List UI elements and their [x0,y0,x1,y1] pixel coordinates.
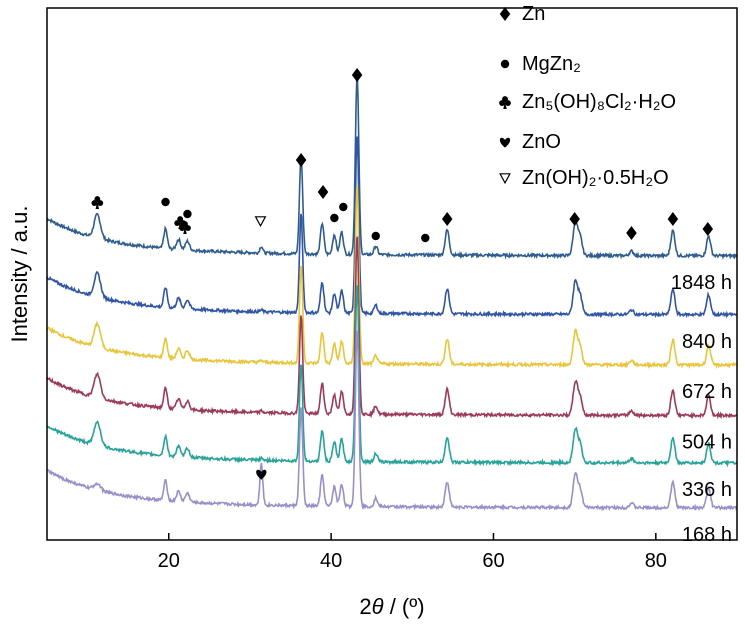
circle-symbol [161,197,170,207]
x-tick-label: 40 [320,550,342,572]
series-line-4 [46,284,738,468]
heart-symbol [256,469,267,480]
club-symbol [179,221,191,234]
legend-label: Zn(OH)₂·0.5H₂O [522,167,669,189]
diamond-symbol [569,212,580,226]
series-line-3 [46,236,737,420]
legend-label: ZnO [522,131,561,153]
series-group [46,76,738,512]
diamond-symbol [295,153,307,167]
y-axis-title: Intensity / a.u. [7,206,32,343]
club-symbol [499,96,511,109]
triangle-down-open-symbol [499,173,511,185]
x-axis-title: 2θ / (º) [359,594,424,619]
heart-symbol [499,137,511,148]
x-tick-label: 20 [158,550,180,572]
legend-label: MgZn₂ [522,53,581,75]
diamond-symbol [626,226,637,240]
series-line-0 [46,76,738,260]
club-symbol [91,196,104,209]
triangle-down-open-symbol [254,216,267,228]
circle-symbol [339,202,348,212]
plot-frame [46,7,738,541]
series-label: 840 h [682,331,732,353]
series-line-1 [46,136,738,319]
legend-label: Zn [522,3,545,25]
series-label: 336 h [682,479,732,501]
circle-symbol [371,231,380,241]
diamond-symbol [499,7,511,21]
circle-symbol [500,59,510,69]
legend: Zn MgZn₂ Zn₅(OH)₈Cl₂·H₂O ZnO Zn(OH)₂·0.5H₂O [499,3,676,189]
series-label-group: 1848 h 840 h 672 h 504 h 336 h 168 h [671,272,732,546]
circle-symbol [330,213,339,223]
diamond-symbol [317,185,329,199]
x-axis-title-prefix: 2 [359,594,371,619]
circle-symbol [421,233,430,243]
series-label: 168 h [682,524,732,546]
series-line-2 [46,185,738,370]
x-axis-ticks: 20 40 60 80 [158,533,667,572]
phase-marker-group [91,68,714,480]
series-label: 504 h [682,432,732,454]
legend-label: Zn₅(OH)₈Cl₂·H₂O [522,91,676,113]
x-axis-title-suffix: / (º) [384,594,425,619]
series-label: 1848 h [671,272,732,294]
diamond-symbol [351,68,363,82]
x-tick-label: 60 [482,550,504,572]
series-line-5 [46,330,738,512]
diamond-symbol [667,212,679,226]
diamond-symbol [702,222,714,236]
circle-symbol [183,209,192,219]
diamond-symbol [441,212,453,226]
x-tick-label: 80 [645,550,667,572]
x-axis-title-symbol: θ [372,594,384,619]
series-label: 672 h [682,381,732,403]
